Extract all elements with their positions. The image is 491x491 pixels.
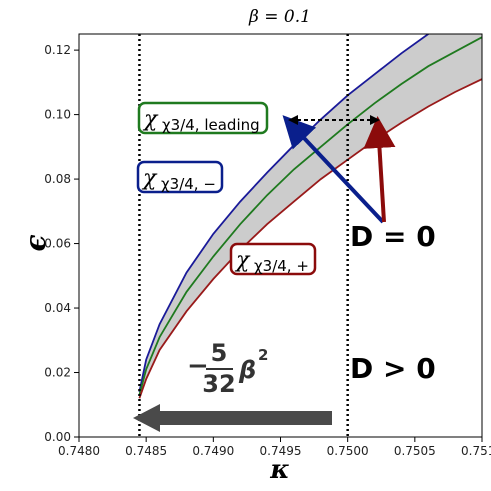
- svg-text:5: 5: [211, 339, 228, 367]
- shift-arrow-body: [158, 411, 332, 425]
- y-tick-label: 0.10: [44, 108, 71, 122]
- label-plus-text: χ3/4, +: [254, 257, 309, 275]
- x-tick-label: 0.7495: [260, 444, 302, 458]
- chart-title: β = 0.1: [248, 7, 311, 27]
- series-line-2: [138, 78, 482, 399]
- d-positive-label: D > 0: [350, 352, 436, 385]
- label-leading-text: χ3/4, leading: [162, 116, 260, 134]
- label-minus: χ χ3/4, −: [136, 160, 224, 194]
- x-axis-label: κ: [269, 455, 290, 485]
- y-tick-label: 0.04: [44, 301, 71, 315]
- arrow-red: [363, 116, 396, 223]
- svg-text:32: 32: [202, 370, 235, 398]
- y-tick-label: 0.06: [44, 237, 71, 251]
- shift-arrow-head: [133, 404, 160, 432]
- y-axis-label: ϵ: [19, 234, 52, 251]
- series-line-1: [138, 36, 482, 396]
- svg-text:χ: χ: [142, 107, 159, 132]
- label-plus: χ χ3/4, +: [229, 242, 317, 276]
- shift-formula: − 5 32 β 2: [187, 339, 268, 398]
- svg-text:χ: χ: [141, 166, 158, 191]
- x-tick-label: 0.7490: [192, 444, 234, 458]
- svg-text:−: −: [187, 351, 209, 381]
- confidence-band: [139, 34, 482, 399]
- svg-text:χ: χ: [234, 248, 251, 273]
- svg-text:β: β: [238, 356, 256, 384]
- y-tick-label: 0.12: [44, 43, 71, 57]
- label-leading: χ χ3/4, leading: [137, 101, 269, 135]
- y-tick-label: 0.00: [44, 430, 71, 444]
- label-minus-text: χ3/4, −: [161, 175, 216, 193]
- x-tick-label: 0.7480: [58, 444, 100, 458]
- x-tick-label: 0.7485: [125, 444, 167, 458]
- x-tick-label: 0.7505: [394, 444, 436, 458]
- arrow-blue: [282, 115, 385, 224]
- svg-text:2: 2: [258, 346, 268, 364]
- y-tick-label: 0.02: [44, 366, 71, 380]
- y-tick-label: 0.08: [44, 172, 71, 186]
- x-tick-label: 0.7500: [327, 444, 369, 458]
- d-zero-label: D = 0: [350, 220, 436, 253]
- x-tick-label: 0.7510: [461, 444, 491, 458]
